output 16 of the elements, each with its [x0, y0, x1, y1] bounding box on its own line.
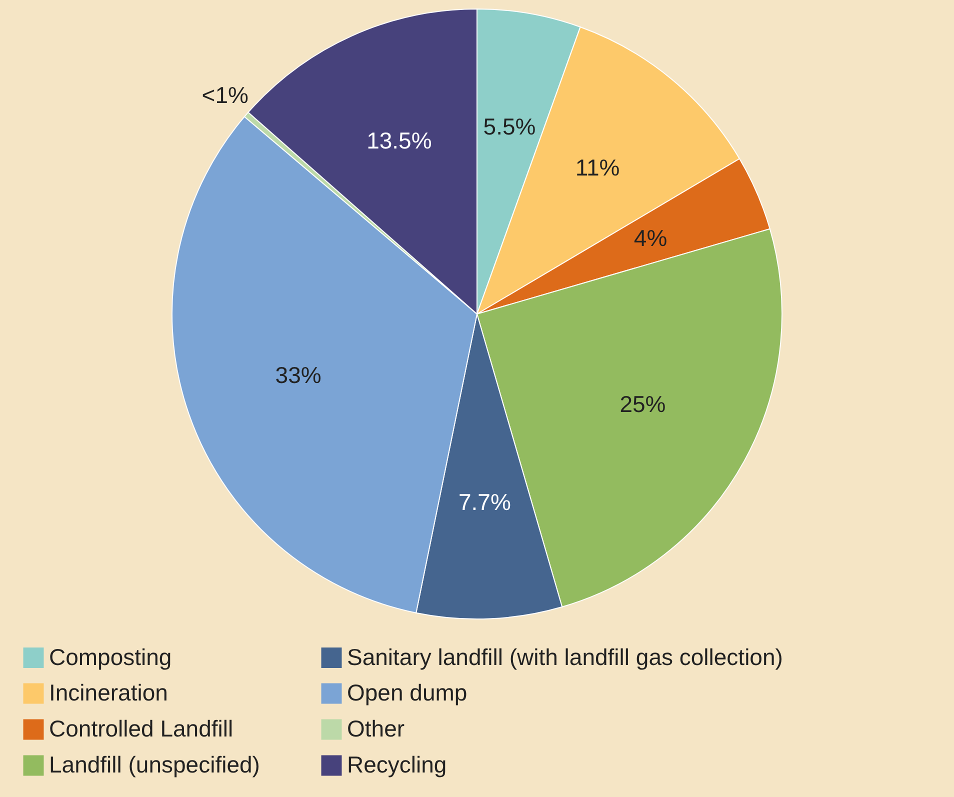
legend-label: Landfill (unspecified)	[49, 752, 260, 778]
legend-label: Composting	[49, 644, 172, 670]
data-label: 7.7%	[458, 488, 511, 515]
data-label: 5.5%	[483, 114, 536, 140]
data-label: 4%	[634, 224, 668, 251]
legend-label: Controlled Landfill	[49, 716, 234, 742]
data-label: <1%	[202, 82, 248, 108]
data-label: 13.5%	[366, 128, 432, 154]
legend-label: Incineration	[49, 680, 168, 706]
legend-label: Open dump	[347, 680, 468, 706]
legend-label: Recycling	[347, 752, 447, 778]
data-label: 11%	[575, 154, 620, 180]
data-label: 33%	[275, 362, 322, 388]
legend-label: Other	[347, 716, 405, 742]
legend-label: Sanitary landfill (with landfill gas collection)	[347, 644, 783, 670]
data-label: 25%	[620, 391, 666, 418]
